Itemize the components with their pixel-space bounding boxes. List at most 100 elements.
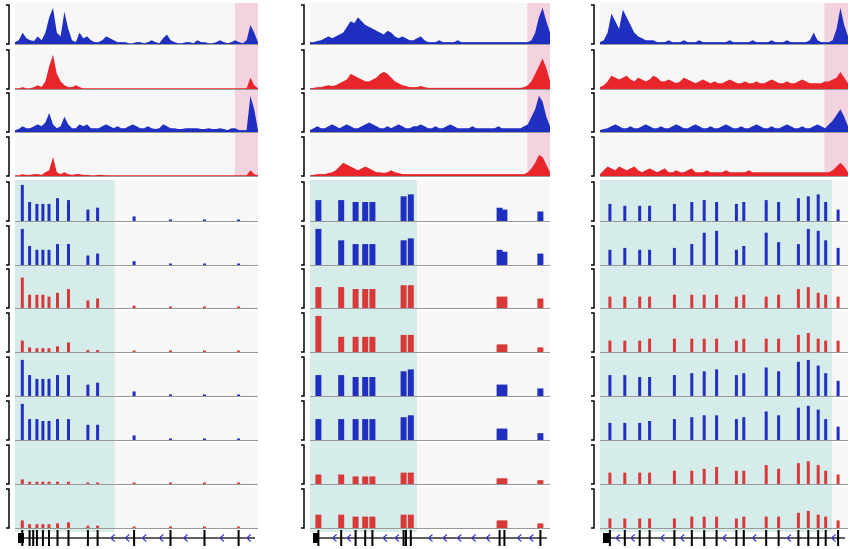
gene-exon-tick xyxy=(648,530,651,546)
exon-coverage-bar xyxy=(537,523,544,528)
exon-coverage-bar xyxy=(47,348,51,352)
exon-coverage-bar xyxy=(315,514,322,528)
exon-coverage-bar xyxy=(824,373,828,396)
exon-coverage-bar xyxy=(169,438,172,440)
exon-coverage-bar xyxy=(836,296,840,308)
exon-coverage-bar xyxy=(501,478,508,484)
exon-coverage-bar xyxy=(338,240,345,265)
exon-coverage-bar xyxy=(28,481,32,484)
exon-coverage-bar xyxy=(608,340,612,352)
exon-coverage-bar xyxy=(702,200,706,221)
gene-exon-tick xyxy=(67,530,70,546)
exon-coverage-bar xyxy=(20,184,24,221)
exon-coverage-bar xyxy=(672,375,676,396)
exon-coverage-bar xyxy=(638,205,642,221)
exon-coverage-bar xyxy=(715,369,719,396)
strand-arrow-icon xyxy=(516,534,522,542)
teal-highlight-region xyxy=(310,180,417,532)
strand-arrow-icon xyxy=(441,534,448,542)
scale-bracket xyxy=(591,225,595,266)
exon-coverage-bar xyxy=(496,296,503,308)
exon-coverage-bar xyxy=(41,203,45,221)
gene-exon-tick xyxy=(364,530,367,546)
exon-coverage-bar xyxy=(47,203,51,221)
exon-coverage-bar xyxy=(56,375,59,396)
exon-coverage-bar xyxy=(237,394,241,396)
strand-arrow-icon xyxy=(158,534,164,542)
exon-coverage-bar xyxy=(734,375,738,396)
exon-coverage-bar xyxy=(715,230,719,265)
exon-coverage-bar xyxy=(369,336,376,352)
exon-coverage-bar xyxy=(806,196,810,221)
gene-exon-tick xyxy=(32,530,35,546)
exon-coverage-bar xyxy=(816,514,820,528)
scale-bracket xyxy=(301,49,305,90)
exon-coverage-bar xyxy=(715,294,719,308)
exon-coverage-bar xyxy=(67,375,70,396)
exon-coverage-bar xyxy=(132,261,136,265)
exon-coverage-bar xyxy=(672,294,676,308)
exon-coverage-bar xyxy=(501,520,508,528)
exon-coverage-bar xyxy=(816,292,820,308)
exon-coverage-bar xyxy=(86,300,90,308)
gene-exon-tick xyxy=(409,530,412,546)
exon-coverage-bar xyxy=(203,394,206,396)
strand-arrow-icon xyxy=(109,534,116,542)
exon-coverage-bar xyxy=(407,238,414,265)
exon-coverage-bar xyxy=(764,232,768,265)
strand-arrow-icon xyxy=(393,534,400,542)
exon-coverage-bar xyxy=(96,350,100,352)
exon-coverage-bar xyxy=(35,249,39,265)
exon-coverage-bar xyxy=(638,296,642,308)
strand-arrow-icon xyxy=(528,534,534,542)
exon-coverage-bar xyxy=(796,512,800,528)
exon-coverage-bar xyxy=(47,296,51,308)
exon-coverage-bar xyxy=(28,419,32,440)
exon-coverage-bar xyxy=(369,377,376,396)
exon-coverage-bar xyxy=(501,251,508,265)
exon-coverage-bar xyxy=(623,247,627,265)
exon-coverage-bar xyxy=(623,518,627,528)
exon-coverage-bar xyxy=(806,333,810,352)
exon-coverage-bar xyxy=(86,424,90,440)
strand-arrow-icon xyxy=(182,534,188,542)
exon-coverage-bar xyxy=(86,525,90,528)
exon-coverage-bar xyxy=(672,419,676,440)
exon-coverage-bar xyxy=(315,315,322,352)
scale-bracket xyxy=(591,268,595,309)
exon-coverage-bar xyxy=(96,424,100,440)
exon-coverage-bar xyxy=(352,377,359,396)
scale-bracket xyxy=(301,4,305,45)
gene-exon-tick xyxy=(56,530,59,546)
exon-coverage-bar xyxy=(777,415,781,440)
exon-coverage-bar xyxy=(690,516,694,528)
exon-coverage-bar xyxy=(623,422,627,440)
exon-coverage-bar xyxy=(400,196,407,221)
gene-exon-tick xyxy=(777,530,780,546)
exon-coverage-bar xyxy=(648,377,652,396)
strand-arrow-icon xyxy=(470,534,477,542)
exon-coverage-bar xyxy=(400,334,407,352)
gene-exon-tick xyxy=(735,530,738,546)
scale-bracket xyxy=(591,181,595,222)
exon-coverage-bar xyxy=(836,520,840,528)
exon-coverage-bar xyxy=(806,461,810,484)
gene-exon-tick xyxy=(817,530,820,546)
exon-coverage-bar xyxy=(702,232,706,265)
exon-coverage-bar xyxy=(836,340,840,352)
exon-coverage-bar xyxy=(237,482,241,484)
exon-coverage-bar xyxy=(734,296,738,308)
gene-exon-tick xyxy=(742,530,745,546)
strand-arrow-icon xyxy=(614,534,621,542)
strand-arrow-icon xyxy=(381,534,388,542)
gene-exon-tick xyxy=(86,530,89,546)
coverage-area-track-3 xyxy=(600,109,848,132)
exon-coverage-bar xyxy=(537,298,544,308)
exon-coverage-bar xyxy=(407,369,414,396)
exon-coverage-bar xyxy=(608,472,612,484)
exon-coverage-bar xyxy=(672,247,676,265)
exon-coverage-bar xyxy=(352,244,359,265)
exon-coverage-bar xyxy=(672,470,676,484)
exon-coverage-bar xyxy=(816,365,820,396)
